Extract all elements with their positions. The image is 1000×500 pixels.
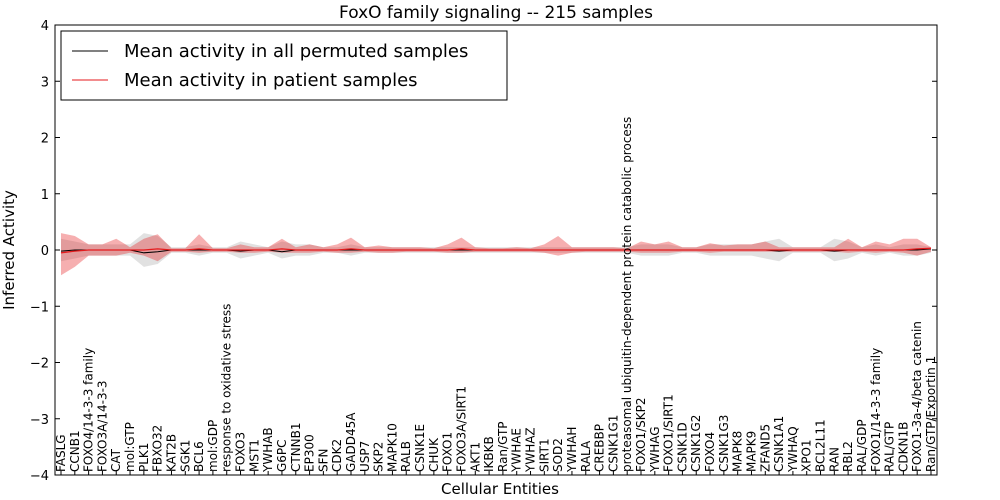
x-tick-label: BCL6 xyxy=(192,441,206,472)
x-tick-label: YWHAE xyxy=(510,428,524,473)
x-tick-label: CCNB1 xyxy=(68,430,82,472)
x-tick-label: SIRT1 xyxy=(537,438,551,472)
x-tick-label: USP7 xyxy=(358,441,372,472)
x-tick-label: AKT1 xyxy=(468,442,482,472)
x-tick-label: mol:GTP xyxy=(123,422,137,472)
x-tick-label: mol:GDP xyxy=(206,420,220,472)
x-tick-label: FOXO1/SKP2 xyxy=(634,397,648,472)
chart-title: FoxO family signaling -- 215 samples xyxy=(339,3,653,23)
x-tick-label: FOXO3 xyxy=(234,432,248,472)
legend-label-permuted: Mean activity in all permuted samples xyxy=(124,41,468,62)
x-tick-label: response to oxidative stress xyxy=(220,304,234,472)
x-tick-label: FASLG xyxy=(54,434,68,472)
x-tick-label: XPO1 xyxy=(800,439,814,472)
x-tick-label: IKBKB xyxy=(482,436,496,472)
x-tick-label: YWHAG xyxy=(648,426,662,473)
x-tick-label: CREBBP xyxy=(593,424,607,472)
y-tick-label: 2 xyxy=(41,132,49,147)
y-tick-label: −4 xyxy=(30,469,49,484)
x-tick-label: FOXO1/14-3-3 family xyxy=(869,348,883,472)
series-lines xyxy=(60,247,932,254)
y-tick-label: 0 xyxy=(41,244,49,259)
x-tick-label: CSNK1E xyxy=(413,424,427,472)
band-patient xyxy=(61,233,931,276)
x-tick-label: G6PC xyxy=(275,439,289,472)
x-tick-label: MST1 xyxy=(247,439,261,472)
legend-label-patient: Mean activity in patient samples xyxy=(124,70,418,91)
y-tick-label: 1 xyxy=(41,188,49,203)
x-tick-label: Ran/GTP/Exportin 1 xyxy=(924,356,938,472)
x-tick-label: CSNK1G1 xyxy=(606,415,620,472)
x-tick-label: MAPK10 xyxy=(385,423,399,472)
x-tick-label: CTNNB1 xyxy=(289,422,303,472)
x-tick-label: FOXO4/14-3-3 family xyxy=(82,348,96,472)
x-tick-label: SFN xyxy=(316,449,330,473)
x-tick-label: FOXO1 xyxy=(441,432,455,472)
plot-frame xyxy=(54,24,938,476)
x-tick-label: FOXO3A/14-3-3 xyxy=(95,380,109,472)
x-tick-label: YWHAB xyxy=(261,427,275,473)
y-tick-label: −3 xyxy=(30,413,49,428)
x-tick-label: RAN xyxy=(827,447,841,472)
x-tick-label: FOXO3A/SIRT1 xyxy=(454,386,468,472)
x-tick-label: PLK1 xyxy=(137,443,151,472)
legend: Mean activity in all permuted samples Me… xyxy=(60,30,508,101)
x-tick-label: FOXO1-3a-4/beta catenin xyxy=(910,321,924,472)
x-tick-label: MAPK9 xyxy=(744,431,758,472)
x-tick-label: CSNK1G2 xyxy=(689,415,703,472)
x-tick-label: CSNK1D xyxy=(675,422,689,472)
x-tick-label: BCL2L11 xyxy=(814,419,828,472)
x-tick-label: SGK1 xyxy=(178,440,192,472)
x-tick-label: CAT xyxy=(109,448,123,472)
line-patient-mean xyxy=(60,247,932,254)
x-tick-label: KAT2B xyxy=(164,434,178,472)
x-tick-label: RALA xyxy=(579,440,593,472)
y-tick-label: 4 xyxy=(41,19,49,34)
y-axis-ticks: −4 −3 −2 −1 0 1 2 3 4 xyxy=(30,19,937,484)
y-tick-label: −1 xyxy=(30,300,49,315)
x-tick-label: CDKN1B xyxy=(896,422,910,472)
x-tick-label: RAL/GTP xyxy=(883,422,897,472)
x-tick-label: GADD45A xyxy=(344,412,358,472)
x-tick-label: MAPK8 xyxy=(731,431,745,472)
x-tick-label: YWHAZ xyxy=(524,427,538,473)
x-tick-label: Ran/GTP xyxy=(496,421,510,472)
x-tick-label: EP300 xyxy=(303,434,317,472)
x-tick-label: proteasomal ubiquitin-dependent protein … xyxy=(620,117,634,472)
x-tick-label: CDK2 xyxy=(330,439,344,472)
x-tick-label: CSNK1G3 xyxy=(717,415,731,472)
x-tick-label: YWHAQ xyxy=(786,426,800,473)
y-tick-label: 3 xyxy=(41,75,49,90)
x-tick-label: RALB xyxy=(399,441,413,472)
x-axis-ticks: FASLG CCNB1 FOXO4/14-3-3 family FOXO3A/14-3… xyxy=(54,117,938,475)
x-tick-label: FBXO32 xyxy=(151,425,165,472)
y-axis-label: Inferred Activity xyxy=(0,190,18,310)
legend-box xyxy=(60,30,508,101)
x-tick-label: FOXO4 xyxy=(703,432,717,472)
x-tick-label: YWHAH xyxy=(565,427,579,473)
x-axis-label: Cellular Entities xyxy=(441,480,559,498)
x-tick-label: CSNK1A1 xyxy=(772,416,786,472)
x-tick-label: RAL/GDP xyxy=(855,419,869,472)
x-tick-label: CHUK xyxy=(427,437,441,472)
x-tick-label: RBL2 xyxy=(841,441,855,472)
x-tick-label: SKP2 xyxy=(372,442,386,472)
x-tick-label: ZFAND5 xyxy=(758,424,772,472)
x-tick-label: FOXO1/SIRT1 xyxy=(662,394,676,472)
y-tick-label: −2 xyxy=(30,357,49,372)
x-tick-label: SOD2 xyxy=(551,438,565,472)
